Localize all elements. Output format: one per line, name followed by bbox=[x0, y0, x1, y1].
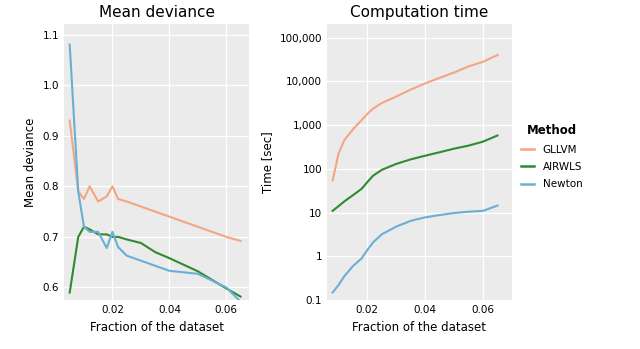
Title: Computation time: Computation time bbox=[350, 6, 488, 21]
Legend: GLLVM, AIRWLS, Newton: GLLVM, AIRWLS, Newton bbox=[521, 124, 582, 189]
Title: Mean deviance: Mean deviance bbox=[99, 6, 214, 21]
X-axis label: Fraction of the dataset: Fraction of the dataset bbox=[90, 321, 223, 334]
X-axis label: Fraction of the dataset: Fraction of the dataset bbox=[353, 321, 486, 334]
Y-axis label: Time [sec]: Time [sec] bbox=[261, 132, 274, 193]
Y-axis label: Mean deviance: Mean deviance bbox=[24, 118, 37, 207]
